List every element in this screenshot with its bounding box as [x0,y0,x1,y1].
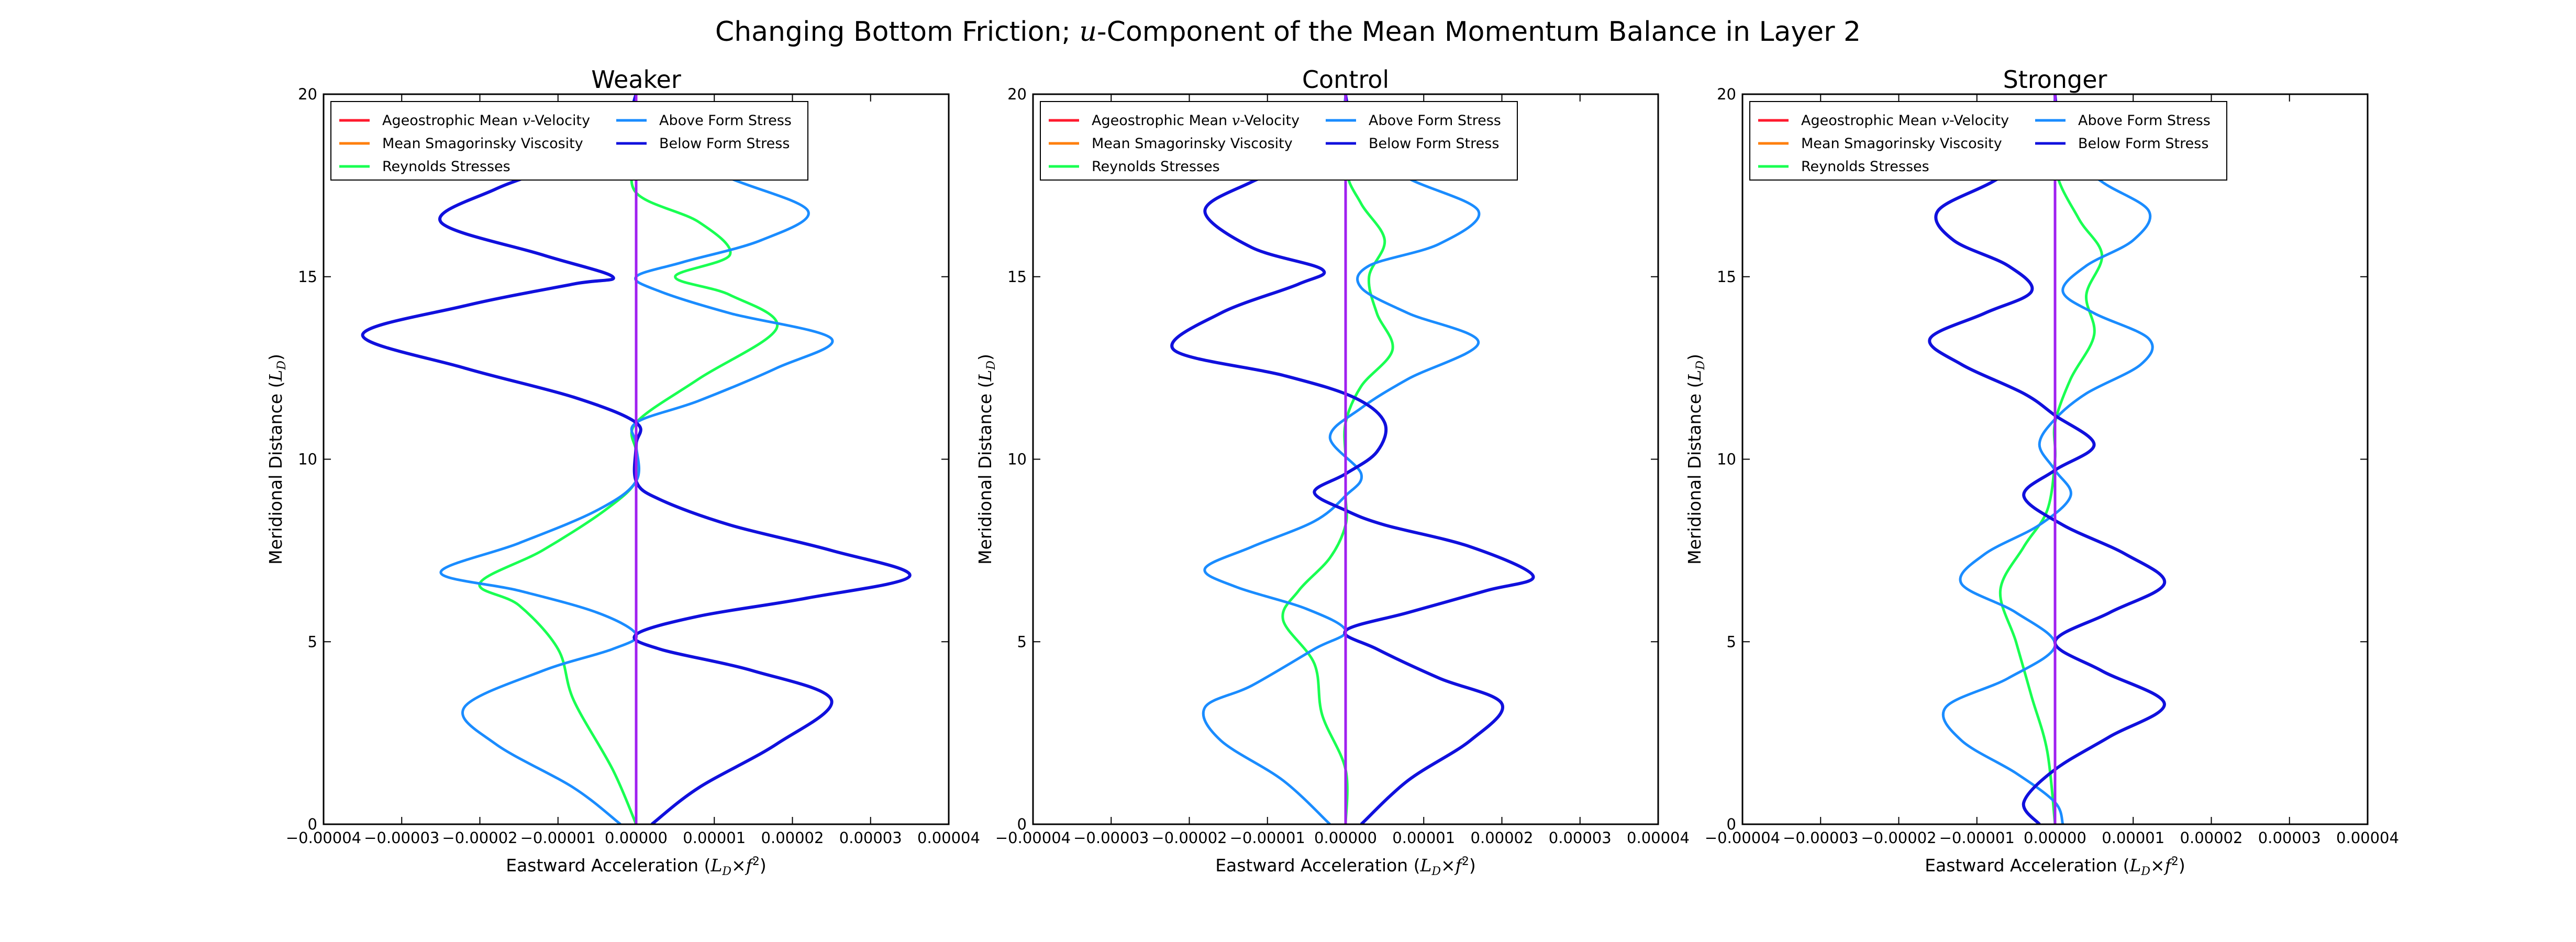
x-tick-label: 0.00004 [2336,829,2399,847]
panel-stronger: Stronger −0.00004 −0.00003 −0.00002 −0.00001… [1684,65,2399,878]
y-axis-label: Meridional Distance (LD) [975,354,998,565]
axes-frame [1032,93,1659,825]
x-tick-label: 0.00001 [683,829,746,847]
x-tick-label: 0.00003 [839,829,902,847]
y-tick-label: 20 [1007,85,1027,103]
series-line-below-form-stress [1928,94,2167,824]
legend-box [330,101,808,181]
y-tick-label: 0 [1727,815,1736,833]
x-tick-label: −0.00003 [364,829,439,847]
legend-label: Below Form Stress [1369,136,1499,152]
y-tick-label: 15 [1007,268,1027,286]
x-tick-label: −0.00003 [1783,829,1858,847]
panel-weaker: Weaker −0.00004 −0.00003 −0.00002 −0.00001 0.… [265,65,980,878]
legend-label: Ageostrophic Mean v-Velocity [1092,113,1300,129]
legend-label: Below Form Stress [2078,136,2208,152]
y-tick-label: 5 [308,633,317,651]
legend: Ageostrophic Mean v-Velocity Mean Smagori… [330,101,808,181]
x-tick-label: −0.00004 [995,829,1071,847]
panels: Weaker−0.00004 −0.00003 −0.00002 −0.00001 0.… [265,65,2399,878]
legend-label: Below Form Stress [659,136,790,152]
x-tick-label: 0.00000 [1314,829,1377,847]
figure-title: Changing Bottom Friction; u-Component of… [715,16,1861,48]
y-tick-label: 5 [1017,633,1027,651]
panel-control: Control −0.00004 −0.00003 −0.00002 −0.00001 0… [975,65,1690,878]
x-tick-label: 0.00000 [2024,829,2086,847]
axes-frame [1741,93,2369,825]
y-tick-label: 0 [1017,815,1027,833]
x-tick-label: −0.00002 [442,829,517,847]
y-tick-label: 5 [1727,633,1736,651]
x-tick-label: 0.00004 [917,829,980,847]
legend-label: Mean Smagorinsky Viscosity [1801,136,2002,152]
x-tick-label: 0.00003 [1549,829,1612,847]
x-tick-label: −0.00004 [286,829,361,847]
legend: Ageostrophic Mean v-Velocity Mean Smagori… [1749,101,2227,181]
y-axis-label: Meridional Distance (LD) [1684,354,1707,565]
x-tick-label: −0.00001 [1230,829,1305,847]
x-tick-label: 0.00002 [1471,829,1534,847]
x-tick-label: 0.00003 [2258,829,2321,847]
legend-label: Above Form Stress [2078,113,2211,129]
x-tick-label: −0.00001 [1939,829,2015,847]
x-tick-label: 0.00001 [2102,829,2164,847]
legend-label: Reynolds Stresses [1092,159,1220,175]
legend-label: Ageostrophic Mean v-Velocity [382,113,590,129]
legend-label: Ageostrophic Mean v-Velocity [1801,113,2009,129]
legend-box [1040,101,1518,181]
y-tick-label: 20 [298,85,317,103]
x-tick-label: 0.00002 [761,829,824,847]
x-tick-label: −0.00001 [520,829,596,847]
x-tick-label: −0.00002 [1151,829,1227,847]
legend-label: Above Form Stress [659,113,792,129]
y-tick-label: 10 [1717,451,1736,468]
series-line-above-form-stress [439,94,834,824]
legend-label: Reynolds Stresses [382,159,510,175]
series-line-below-form-stress [361,94,912,824]
x-axis-label: Eastward Acceleration (LD×f2) [1925,855,2185,878]
y-tick-label: 15 [1717,268,1736,286]
series-line-above-form-stress [1941,94,2154,824]
y-tick-label: 0 [308,815,317,833]
x-tick-label: 0.00001 [1392,829,1455,847]
y-tick-label: 10 [298,451,317,468]
x-tick-label: −0.00004 [1705,829,1780,847]
legend-box [1749,101,2227,181]
series-group [361,94,912,824]
legend-label: Reynolds Stresses [1801,159,1929,175]
legend-label: Mean Smagorinsky Viscosity [382,136,583,152]
axes-frame [323,93,950,825]
series-group [1170,94,1535,824]
x-tick-label: 0.00004 [1627,829,1690,847]
x-tick-label: 0.00002 [2180,829,2243,847]
y-tick-label: 15 [298,268,317,286]
panel-title: Stronger [2003,65,2107,94]
panel-title: Control [1302,65,1389,94]
series-group [1928,94,2167,824]
y-tick-label: 10 [1007,451,1027,468]
series-line-above-form-stress [1202,94,1481,824]
x-tick-label: −0.00002 [1861,829,1936,847]
legend: Ageostrophic Mean v-Velocity Mean Smagori… [1040,101,1518,181]
series-line-below-form-stress [1170,94,1535,824]
y-axis-label: Meridional Distance (LD) [265,354,288,565]
y-tick-label: 20 [1717,85,1736,103]
legend-label: Above Form Stress [1369,113,1501,129]
legend-label: Mean Smagorinsky Viscosity [1092,136,1293,152]
x-tick-label: −0.00003 [1073,829,1149,847]
x-tick-label: 0.00000 [605,829,668,847]
panel-title: Weaker [591,65,681,94]
